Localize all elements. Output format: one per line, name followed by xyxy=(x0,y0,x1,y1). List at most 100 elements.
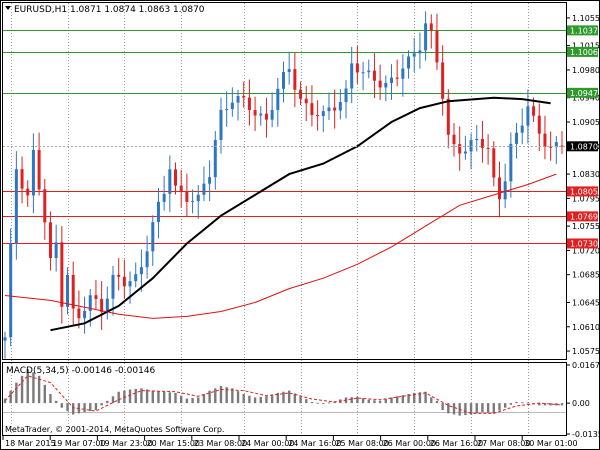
macd-bar xyxy=(9,390,12,404)
macd-bar xyxy=(452,403,456,415)
candle-bear xyxy=(316,115,320,117)
time-tick-label: 23 Mar 08:00 xyxy=(194,439,247,448)
time-tick-label: 18 Mar 2015 xyxy=(5,439,56,448)
macd-bar xyxy=(282,391,285,404)
macd-bar xyxy=(435,400,439,404)
macd-bar xyxy=(356,396,359,404)
time-tick-label: 20 Mar 15:00 xyxy=(147,439,200,448)
macd-bar xyxy=(265,396,268,404)
candle-bull xyxy=(344,88,348,103)
macd-bar xyxy=(515,401,518,404)
macd-bar xyxy=(140,388,143,404)
macd-bar xyxy=(253,397,257,404)
candle-bear xyxy=(37,149,41,190)
candle-bull xyxy=(213,140,217,178)
macd-bar xyxy=(134,388,137,404)
candle-bull xyxy=(401,68,405,79)
macd-bar xyxy=(54,400,58,404)
candle-bull xyxy=(327,107,331,112)
macd-bar xyxy=(373,400,376,404)
level-tag-support xyxy=(567,238,598,249)
candle-bear xyxy=(486,147,490,149)
macd-bar xyxy=(123,390,126,404)
macd-bar xyxy=(231,388,234,404)
candle-bull xyxy=(526,106,530,126)
macd-bar xyxy=(469,403,473,415)
level-tag-current xyxy=(567,141,598,152)
candle-bear xyxy=(543,133,547,147)
price-panel[interactable] xyxy=(2,2,567,360)
candle-bear xyxy=(60,242,64,307)
copyright-text: MetaTrader, © 2001-2014, MetaQuotes Soft… xyxy=(5,425,224,434)
macd-axis: 0.01674 0.00 -0.01356 xyxy=(566,361,600,439)
price-tick-label: 1.0720 xyxy=(572,246,600,255)
macd-tick-label: -0.01356 xyxy=(572,430,600,439)
price-tick-label: 1.0940 xyxy=(572,94,600,103)
candle-bear xyxy=(480,138,484,148)
level-tag-resistance xyxy=(567,87,598,98)
macd-bar xyxy=(270,394,274,404)
macd-bar xyxy=(225,387,228,404)
macd-bar xyxy=(521,402,524,404)
time-tick-label: 24 Mar 00:00 xyxy=(241,439,294,448)
macd-bar xyxy=(32,372,35,404)
time-tick-label: 24 Mar 16:00 xyxy=(288,439,341,448)
price-tick-label: 1.1055 xyxy=(572,14,600,23)
candle-bull xyxy=(168,169,172,194)
candle-bull xyxy=(54,242,58,258)
macd-bar xyxy=(117,391,120,404)
candle-bull xyxy=(367,70,371,73)
macd-panel[interactable] xyxy=(2,362,567,436)
macd-bar xyxy=(509,403,513,405)
candle-bear xyxy=(179,185,183,192)
macd-bar xyxy=(72,403,75,415)
macd-bar xyxy=(316,402,319,404)
macd-bar xyxy=(60,403,64,408)
candle-bull xyxy=(83,310,87,319)
candle-bull xyxy=(151,222,155,252)
candle-bear xyxy=(333,107,337,111)
candle-bear xyxy=(355,63,359,73)
price-tick-label: 1.0830 xyxy=(572,170,600,179)
candle-bear xyxy=(372,70,376,81)
time-tick-label: 30 Mar 01:00 xyxy=(524,439,577,448)
macd-bar xyxy=(214,388,217,404)
price-tick-label: 1.0645 xyxy=(572,298,600,307)
macd-bar xyxy=(242,394,245,404)
candle-bull xyxy=(128,281,132,287)
macd-bar xyxy=(549,403,552,406)
price-tick-label: 1.0610 xyxy=(572,323,600,332)
macd-bar xyxy=(94,403,98,410)
candle-bull xyxy=(196,194,200,202)
macd-bar xyxy=(555,403,558,406)
date-separators xyxy=(11,3,529,435)
candle-bull xyxy=(282,72,285,89)
symbol-header[interactable]: EURUSD,H1 1.0871 1.0874 1.0863 1.0870 xyxy=(5,5,205,15)
candle-bear xyxy=(458,144,462,154)
triangle-down-icon[interactable] xyxy=(5,6,11,10)
candle-bear xyxy=(293,69,297,90)
candle-bear xyxy=(452,134,456,145)
candle-bull xyxy=(225,109,229,111)
candle-bull xyxy=(469,140,473,152)
level-tag-label: 1.1006 xyxy=(570,48,598,57)
candle-bear xyxy=(48,222,52,258)
macd-bar xyxy=(560,403,564,406)
time-tick-label: 27 Mar 08:00 xyxy=(477,439,530,448)
macd-bar xyxy=(418,392,422,404)
price-tick-label: 1.1015 xyxy=(572,42,600,51)
macd-bar xyxy=(66,403,69,412)
level-tag-support xyxy=(567,186,598,197)
candle-bear xyxy=(532,106,536,116)
time-tick-label: 26 Mar 16:00 xyxy=(430,439,483,448)
macd-tick-label: 0.00 xyxy=(572,399,590,408)
horizontal-level-lines[interactable] xyxy=(3,30,566,244)
candle-bear xyxy=(378,80,382,88)
candle-bull xyxy=(3,337,7,341)
price-tick-label: 1.0980 xyxy=(572,66,600,75)
macd-tick-label: 0.01674 xyxy=(572,361,600,370)
candle-bull xyxy=(407,56,411,69)
